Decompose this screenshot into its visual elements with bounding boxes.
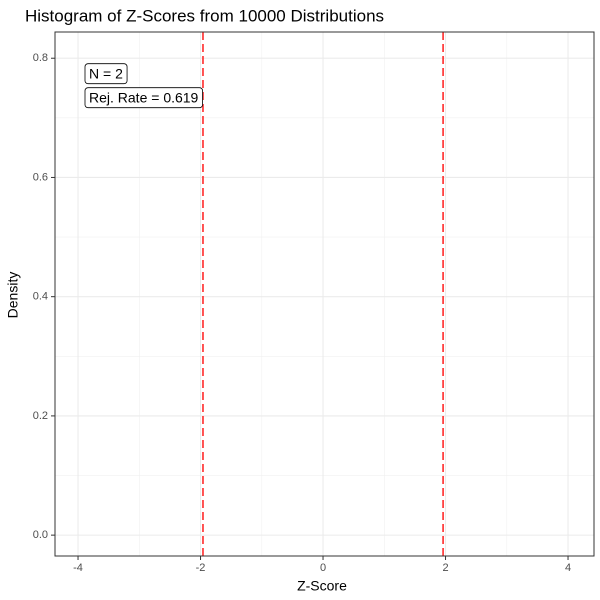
x-tick-label: 4 bbox=[565, 562, 571, 574]
x-tick-label: -2 bbox=[196, 562, 206, 574]
y-axis-label: Density bbox=[5, 272, 21, 319]
annotation-box bbox=[84, 87, 203, 109]
x-tick-label: 0 bbox=[320, 562, 326, 574]
annotation: Rej. Rate = 0.619 bbox=[89, 90, 199, 106]
x-axis-label: Z-Score bbox=[297, 578, 347, 594]
panel-border bbox=[54, 31, 595, 557]
annotation-box bbox=[84, 63, 128, 85]
y-tick-label: 0.4 bbox=[33, 291, 48, 303]
y-tick-label: 0.0 bbox=[33, 529, 48, 541]
y-tick-label: 0.2 bbox=[33, 410, 48, 422]
x-tick-label: 2 bbox=[442, 562, 448, 574]
chart-title: Histogram of Z-Scores from 10000 Distrib… bbox=[25, 6, 384, 25]
y-tick-label: 0.8 bbox=[33, 52, 48, 64]
annotation: N = 2 bbox=[89, 66, 123, 82]
x-tick-label: -4 bbox=[73, 562, 83, 574]
y-tick-label: 0.6 bbox=[33, 171, 48, 183]
